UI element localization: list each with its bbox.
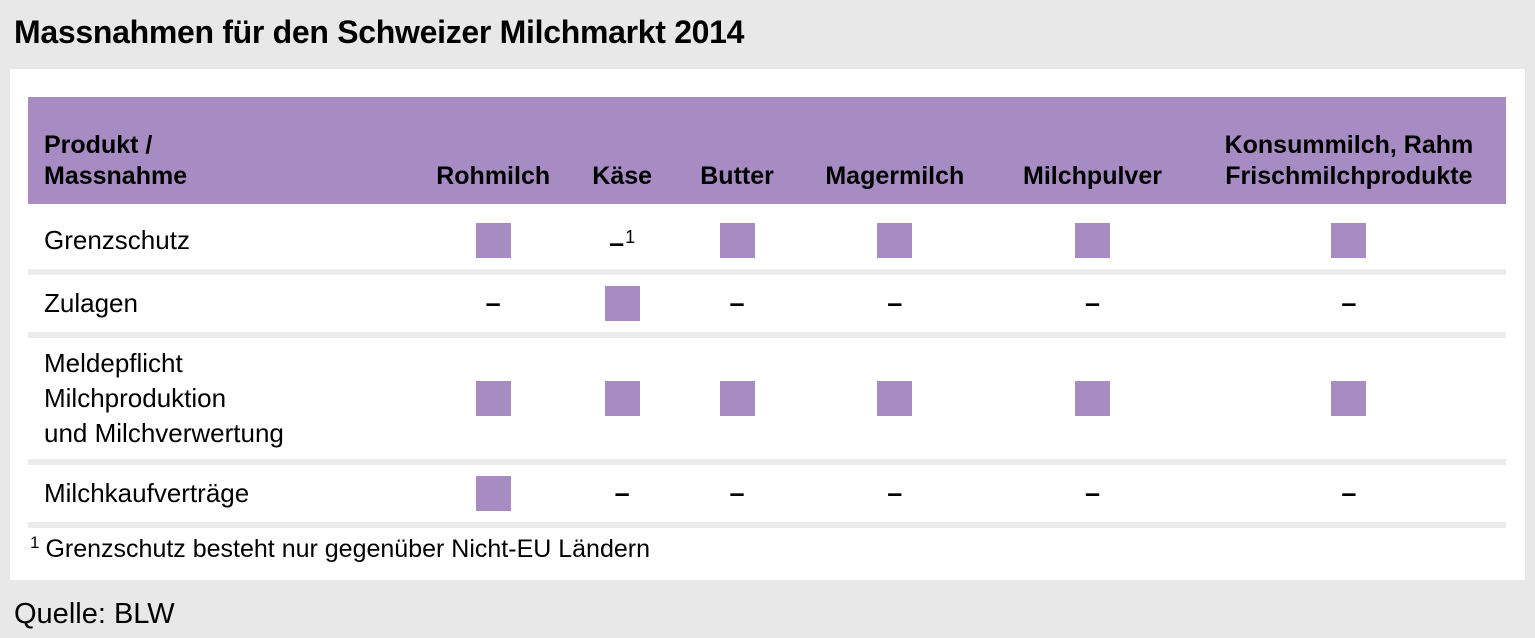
table-row: Zulagen – – – – – bbox=[28, 275, 1506, 332]
column-header: Magermilch bbox=[825, 162, 965, 190]
cell-dash: – bbox=[676, 480, 798, 507]
cell-square bbox=[798, 381, 992, 416]
dash-marker: – bbox=[729, 288, 745, 318]
square-marker-icon bbox=[475, 381, 511, 416]
table-row: Milchkaufverträge – – – – – bbox=[28, 465, 1506, 522]
square-marker-icon bbox=[475, 223, 511, 258]
footnote: 1 Grenzschutz besteht nur gegenüber Nicht… bbox=[30, 527, 650, 565]
footnote-text: Grenzschutz besteht nur gegenüber Nicht-… bbox=[45, 535, 650, 563]
cell-square bbox=[798, 223, 992, 258]
table-header-row: Produkt / Massnahme Rohmilch Käse Butter Mag… bbox=[28, 97, 1506, 204]
table-row: Meldepflicht Milchproduktion und Milchverw… bbox=[28, 338, 1506, 459]
square-marker-icon bbox=[1074, 381, 1110, 416]
source-label: Quelle: BLW bbox=[14, 598, 175, 630]
measures-table: Produkt / Massnahme Rohmilch Käse Butter Mag… bbox=[28, 97, 1506, 528]
column-header: Rohmilch bbox=[436, 162, 551, 190]
row-label: Milchkaufverträge bbox=[44, 478, 250, 508]
cell-square bbox=[418, 381, 568, 416]
square-marker-icon bbox=[1331, 381, 1367, 416]
cell-dash: – bbox=[798, 480, 992, 507]
square-marker-icon bbox=[719, 381, 755, 416]
row-label: Grenzschutz bbox=[44, 225, 190, 255]
row-label: Meldepflicht Milchproduktion und Milchverw… bbox=[44, 348, 284, 448]
square-marker-icon bbox=[475, 476, 511, 511]
cell-square bbox=[418, 223, 568, 258]
cell-square bbox=[676, 381, 798, 416]
column-header: Käse bbox=[592, 162, 653, 190]
corner-header-label: Produkt / Massnahme bbox=[44, 131, 188, 190]
cell-dash: – bbox=[992, 480, 1194, 507]
dash-marker: – bbox=[887, 288, 903, 318]
dash-marker: – bbox=[887, 478, 903, 508]
column-header: Konsummilch, Rahm Frischmilchprodukte bbox=[1224, 131, 1474, 190]
cell-dash: – bbox=[418, 290, 568, 317]
footnote-marker: 1 bbox=[30, 533, 40, 552]
column-header: Butter bbox=[700, 162, 774, 190]
cell-square bbox=[568, 381, 676, 416]
square-marker-icon bbox=[604, 381, 640, 416]
table-card: Produkt / Massnahme Rohmilch Käse Butter Mag… bbox=[10, 69, 1525, 580]
cell-dash: – bbox=[1193, 290, 1504, 317]
cell-square bbox=[418, 476, 568, 511]
square-marker-icon bbox=[877, 381, 913, 416]
dash-marker: – bbox=[1084, 288, 1100, 318]
square-marker-icon bbox=[1074, 223, 1110, 258]
cell-square bbox=[1193, 381, 1504, 416]
dash-marker: –1 bbox=[609, 227, 636, 258]
square-marker-icon bbox=[877, 223, 913, 258]
corner-header: Produkt / Massnahme bbox=[28, 97, 418, 204]
square-marker-icon bbox=[1331, 223, 1367, 258]
cell-square bbox=[992, 223, 1194, 258]
cell-square bbox=[992, 381, 1194, 416]
dash-marker: – bbox=[614, 478, 630, 508]
cell-dash: – bbox=[992, 290, 1194, 317]
footnote-marker: 1 bbox=[625, 227, 636, 247]
dash-marker: – bbox=[485, 288, 501, 318]
table-row: Grenzschutz –1 bbox=[28, 212, 1506, 269]
cell-square bbox=[1193, 223, 1504, 258]
dash-marker: – bbox=[1341, 288, 1357, 318]
cell-dash: – bbox=[676, 290, 798, 317]
dash-marker: – bbox=[1341, 478, 1357, 508]
cell-dash: – bbox=[568, 480, 676, 507]
chart-title: Massnahmen für den Schweizer Milchmarkt … bbox=[14, 14, 745, 50]
cell-dash-footnote: –1 bbox=[568, 224, 676, 257]
dash-marker: – bbox=[1084, 478, 1100, 508]
square-marker-icon bbox=[719, 223, 755, 258]
dash-marker: – bbox=[729, 478, 745, 508]
row-label: Zulagen bbox=[44, 288, 138, 318]
cell-dash: – bbox=[1193, 480, 1504, 507]
square-marker-icon bbox=[604, 286, 640, 321]
column-header: Milchpulver bbox=[1023, 162, 1162, 190]
cell-square bbox=[676, 223, 798, 258]
cell-dash: – bbox=[798, 290, 992, 317]
table-body: Grenzschutz –1 Zulagen – – – – – Meldepflicht Mil… bbox=[28, 212, 1506, 528]
cell-square bbox=[568, 286, 676, 321]
